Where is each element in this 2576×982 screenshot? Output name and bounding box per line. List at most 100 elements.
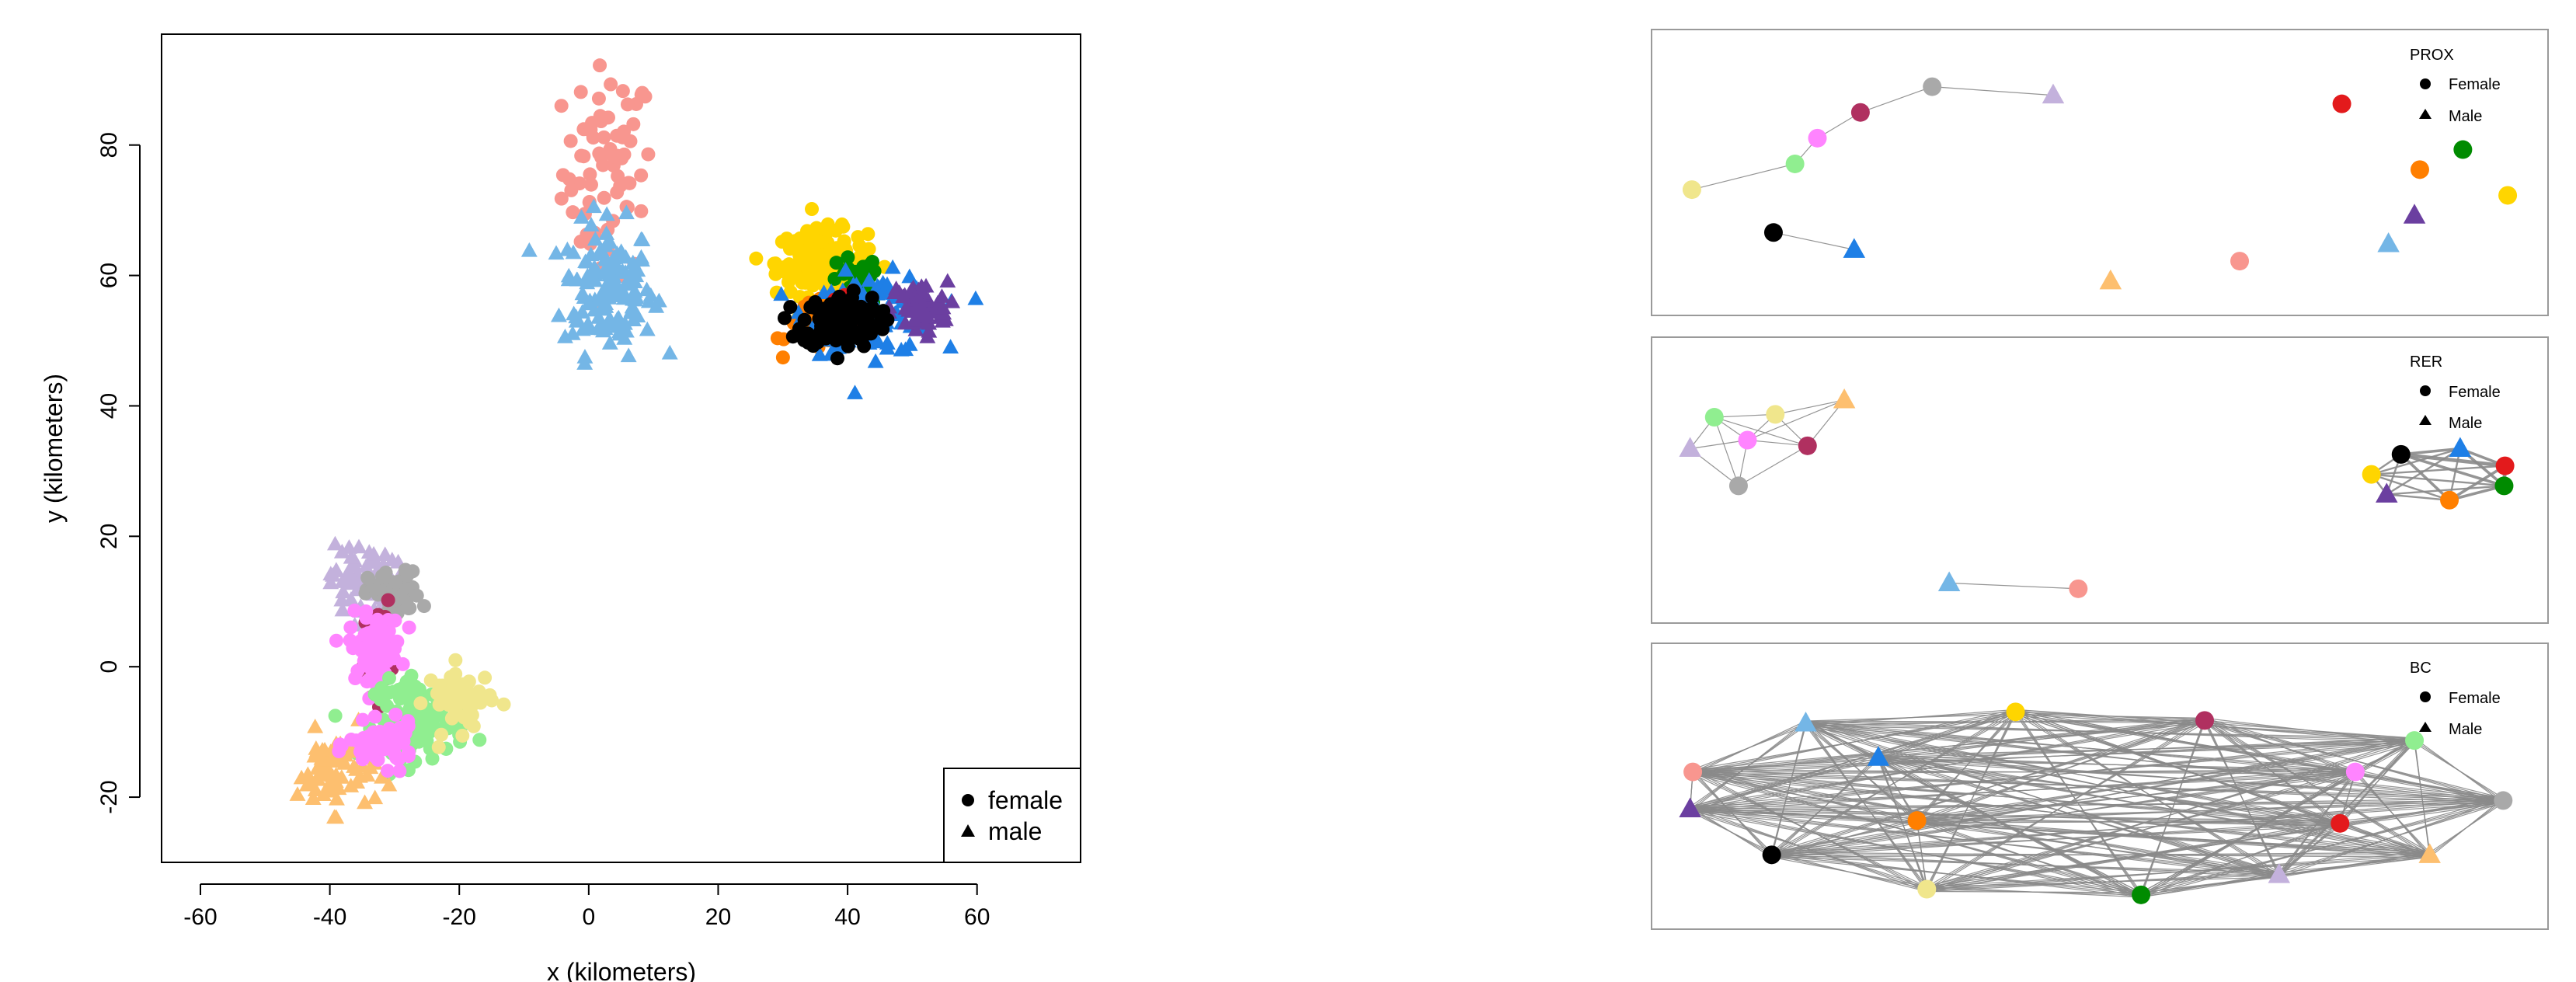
network-edge [2015,713,2280,873]
scatter-legend: female male [943,768,1081,863]
scatter-point [569,271,586,287]
network-node [2376,482,2398,503]
scatter-point [311,766,328,782]
scatter-point [634,204,649,218]
scatter-point [865,255,879,270]
scatter-point [334,601,351,617]
scatter-point [448,702,463,716]
y-axis-label: y (kilometers) [40,374,68,523]
network-edge [1927,774,2356,888]
scatter-point [326,535,343,551]
scatter-point [854,326,869,341]
scatter-point [879,276,896,291]
scatter-point [365,545,382,561]
network-edge [1805,725,2341,822]
network-edge [1916,742,2415,819]
scatter-point [390,634,405,649]
network-edge [1714,416,1808,447]
scatter-point [307,718,324,733]
network-nodes [1679,388,2515,598]
network-edge [1878,709,2016,761]
scatter-point [496,697,511,712]
scatter-point [837,262,854,277]
network-node [2494,791,2513,810]
network-edge [1916,818,1927,892]
scatter-point [566,205,580,220]
network-node [1683,762,1703,782]
scatter-point [355,712,370,727]
scatter-point [873,309,888,324]
scatter-point [322,574,339,590]
network-node [1766,405,1785,424]
scatter-point [601,234,618,249]
scatter-point [343,591,360,606]
scatter-point [381,776,398,792]
scatter-point [329,633,343,648]
scatter-point [628,267,645,283]
legend-male-triangle-marker [2419,415,2432,425]
network-edge [1738,445,1808,486]
network-edge [2449,484,2505,502]
scatter-point [385,740,400,754]
network-node [2403,204,2426,224]
network-node [2453,140,2473,159]
network-edge [1878,759,1918,819]
x-tick-label: 60 [964,904,990,930]
scatter-point [359,647,374,662]
scatter-point [583,122,598,137]
network-edge [1690,769,2355,813]
scatter-point [767,256,782,271]
y-tick-label: 20 [96,524,122,549]
scatter-point [355,752,370,767]
scatter-point [371,614,385,629]
network-node [1833,388,1856,409]
network-node [1907,811,1927,831]
network-node [2377,232,2400,252]
network-node [2498,186,2518,205]
scatter-point [835,313,850,328]
scatter-point [806,339,820,353]
scatter-point [616,290,632,305]
scatter-point [921,322,938,338]
legend-male-triangle-marker [961,824,975,837]
scatter-point [847,385,863,399]
scatter-point [942,339,959,353]
legend-male-triangle-marker [2419,722,2432,732]
scatter-point [622,176,637,190]
scatter-point [367,554,385,569]
scatter-point [399,674,414,689]
scatter-point [478,670,493,685]
network-edge [2015,713,2205,719]
legend-male-label: male [988,817,1042,845]
scatter-point [358,658,373,673]
scatter-point [901,336,918,351]
x-tick-label: 40 [834,904,860,930]
scatter-point [907,322,924,336]
scatter-point [388,613,402,628]
scatter-point [348,671,363,686]
network-node [1808,128,1827,148]
scatter-point [607,254,624,269]
network-panel-prox: PROX Female Male [1651,29,2549,316]
network-edge [2278,825,2341,873]
scatter-point [620,347,637,363]
legend-female-circle-marker [962,794,974,806]
scatter-panel: -60 -40 -20 0 20 40 60 -20 0 20 40 60 80 x (kilomete… [40,33,1081,982]
scatter-point [884,259,901,274]
x-axis-label: x (kilometers) [547,958,696,982]
scatter-point [639,281,656,297]
network-node [2449,437,2472,458]
legend-male-triangle-marker [2419,109,2432,119]
network-nodes [1682,77,2518,290]
scatter-point [855,241,869,256]
network-edge [1916,817,2430,858]
scatter-point [573,85,588,99]
scatter-point [307,782,324,797]
network-edge [1771,825,2341,853]
scatter-point [390,750,405,765]
scatter-point [811,346,828,361]
network-edge [1916,802,2504,819]
network-edge [1771,851,2279,878]
network-edge [2204,722,2415,739]
scatter-point [604,77,618,92]
